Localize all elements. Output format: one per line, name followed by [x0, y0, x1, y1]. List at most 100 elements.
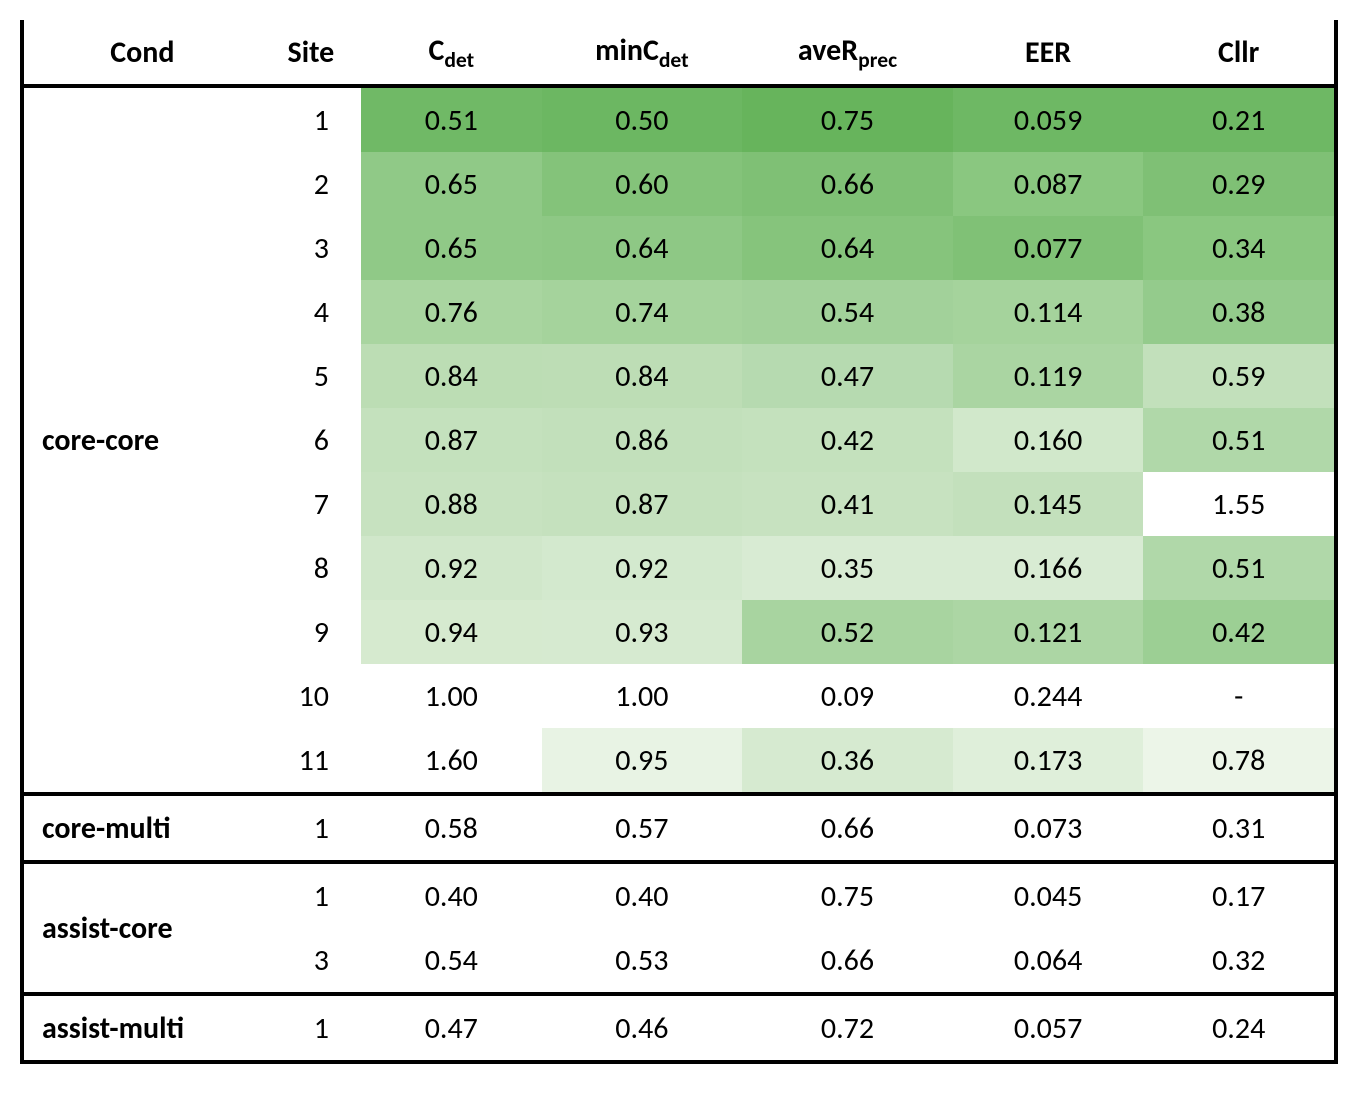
- cllr-cell: 0.21: [1143, 86, 1334, 152]
- cdet-cell: 0.58: [361, 794, 542, 862]
- averp-cell: 0.75: [742, 862, 953, 928]
- site-cell: 11: [261, 728, 361, 794]
- col-mincdet-main: minC: [595, 32, 659, 69]
- table-row: assist-multi10.470.460.720.0570.24: [24, 994, 1334, 1060]
- mincdet-cell: 0.53: [542, 928, 743, 994]
- cllr-cell: 1.55: [1143, 472, 1334, 536]
- eer-cell: 0.064: [953, 928, 1144, 994]
- mincdet-cell: 0.95: [542, 728, 743, 794]
- cllr-cell: 0.31: [1143, 794, 1334, 862]
- mincdet-cell: 0.92: [542, 536, 743, 600]
- col-cdet-sub: det: [444, 46, 474, 73]
- cdet-cell: 0.94: [361, 600, 542, 664]
- eer-cell: 0.173: [953, 728, 1144, 794]
- eer-cell: 0.059: [953, 86, 1144, 152]
- eer-cell: 0.121: [953, 600, 1144, 664]
- site-cell: 1: [261, 86, 361, 152]
- site-cell: 2: [261, 152, 361, 216]
- eer-cell: 0.166: [953, 536, 1144, 600]
- table-body: core-core10.510.500.750.0590.2120.650.60…: [24, 86, 1334, 1060]
- cllr-cell: 0.59: [1143, 344, 1334, 408]
- col-cdet-main: C: [428, 32, 444, 69]
- eer-cell: 0.114: [953, 280, 1144, 344]
- cdet-cell: 0.92: [361, 536, 542, 600]
- cdet-cell: 0.84: [361, 344, 542, 408]
- eer-cell: 0.057: [953, 994, 1144, 1060]
- cllr-cell: -: [1143, 664, 1334, 728]
- cdet-cell: 0.76: [361, 280, 542, 344]
- cdet-cell: 0.65: [361, 216, 542, 280]
- eer-cell: 0.119: [953, 344, 1144, 408]
- averp-cell: 0.47: [742, 344, 953, 408]
- eer-cell: 0.045: [953, 862, 1144, 928]
- mincdet-cell: 0.93: [542, 600, 743, 664]
- cdet-cell: 1.00: [361, 664, 542, 728]
- averp-cell: 0.41: [742, 472, 953, 536]
- cllr-cell: 0.78: [1143, 728, 1334, 794]
- cdet-cell: 0.51: [361, 86, 542, 152]
- site-cell: 1: [261, 794, 361, 862]
- mincdet-cell: 0.86: [542, 408, 743, 472]
- mincdet-cell: 0.57: [542, 794, 743, 862]
- cdet-cell: 0.87: [361, 408, 542, 472]
- site-cell: 7: [261, 472, 361, 536]
- site-cell: 8: [261, 536, 361, 600]
- averp-cell: 0.64: [742, 216, 953, 280]
- cdet-cell: 0.65: [361, 152, 542, 216]
- results-table-frame: Cond Site Cdet minCdet aveRprec EER Cllr…: [20, 20, 1338, 1064]
- cdet-cell: 0.54: [361, 928, 542, 994]
- cdet-cell: 0.47: [361, 994, 542, 1060]
- averp-cell: 0.42: [742, 408, 953, 472]
- site-cell: 1: [261, 994, 361, 1060]
- eer-cell: 0.145: [953, 472, 1144, 536]
- averp-cell: 0.66: [742, 794, 953, 862]
- cllr-cell: 0.17: [1143, 862, 1334, 928]
- cond-cell: assist-multi: [24, 994, 261, 1060]
- eer-cell: 0.077: [953, 216, 1144, 280]
- mincdet-cell: 0.46: [542, 994, 743, 1060]
- col-eer: EER: [953, 20, 1144, 86]
- cdet-cell: 1.60: [361, 728, 542, 794]
- col-averp-sub: prec: [858, 46, 897, 73]
- averp-cell: 0.75: [742, 86, 953, 152]
- averp-cell: 0.54: [742, 280, 953, 344]
- col-cond: Cond: [24, 20, 261, 86]
- eer-cell: 0.160: [953, 408, 1144, 472]
- mincdet-cell: 1.00: [542, 664, 743, 728]
- cllr-cell: 0.32: [1143, 928, 1334, 994]
- cdet-cell: 0.88: [361, 472, 542, 536]
- mincdet-cell: 0.84: [542, 344, 743, 408]
- cond-cell: core-multi: [24, 794, 261, 862]
- cllr-cell: 0.51: [1143, 536, 1334, 600]
- mincdet-cell: 0.60: [542, 152, 743, 216]
- cllr-cell: 0.24: [1143, 994, 1334, 1060]
- col-mincdet: minCdet: [542, 20, 743, 86]
- averp-cell: 0.35: [742, 536, 953, 600]
- site-cell: 9: [261, 600, 361, 664]
- cllr-cell: 0.42: [1143, 600, 1334, 664]
- table-row: assist-core10.400.400.750.0450.17: [24, 862, 1334, 928]
- cllr-cell: 0.38: [1143, 280, 1334, 344]
- eer-cell: 0.087: [953, 152, 1144, 216]
- site-cell: 4: [261, 280, 361, 344]
- col-averp-main: aveR: [798, 32, 858, 69]
- table-row: core-core10.510.500.750.0590.21: [24, 86, 1334, 152]
- col-cdet: Cdet: [361, 20, 542, 86]
- site-cell: 5: [261, 344, 361, 408]
- averp-cell: 0.66: [742, 152, 953, 216]
- site-cell: 1: [261, 862, 361, 928]
- averp-cell: 0.72: [742, 994, 953, 1060]
- averp-cell: 0.52: [742, 600, 953, 664]
- eer-cell: 0.244: [953, 664, 1144, 728]
- site-cell: 3: [261, 928, 361, 994]
- mincdet-cell: 0.50: [542, 86, 743, 152]
- col-site: Site: [261, 20, 361, 86]
- results-table: Cond Site Cdet minCdet aveRprec EER Cllr…: [24, 20, 1334, 1060]
- col-mincdet-sub: det: [659, 46, 689, 73]
- site-cell: 10: [261, 664, 361, 728]
- cond-cell: core-core: [24, 86, 261, 794]
- eer-cell: 0.073: [953, 794, 1144, 862]
- mincdet-cell: 0.40: [542, 862, 743, 928]
- mincdet-cell: 0.74: [542, 280, 743, 344]
- mincdet-cell: 0.64: [542, 216, 743, 280]
